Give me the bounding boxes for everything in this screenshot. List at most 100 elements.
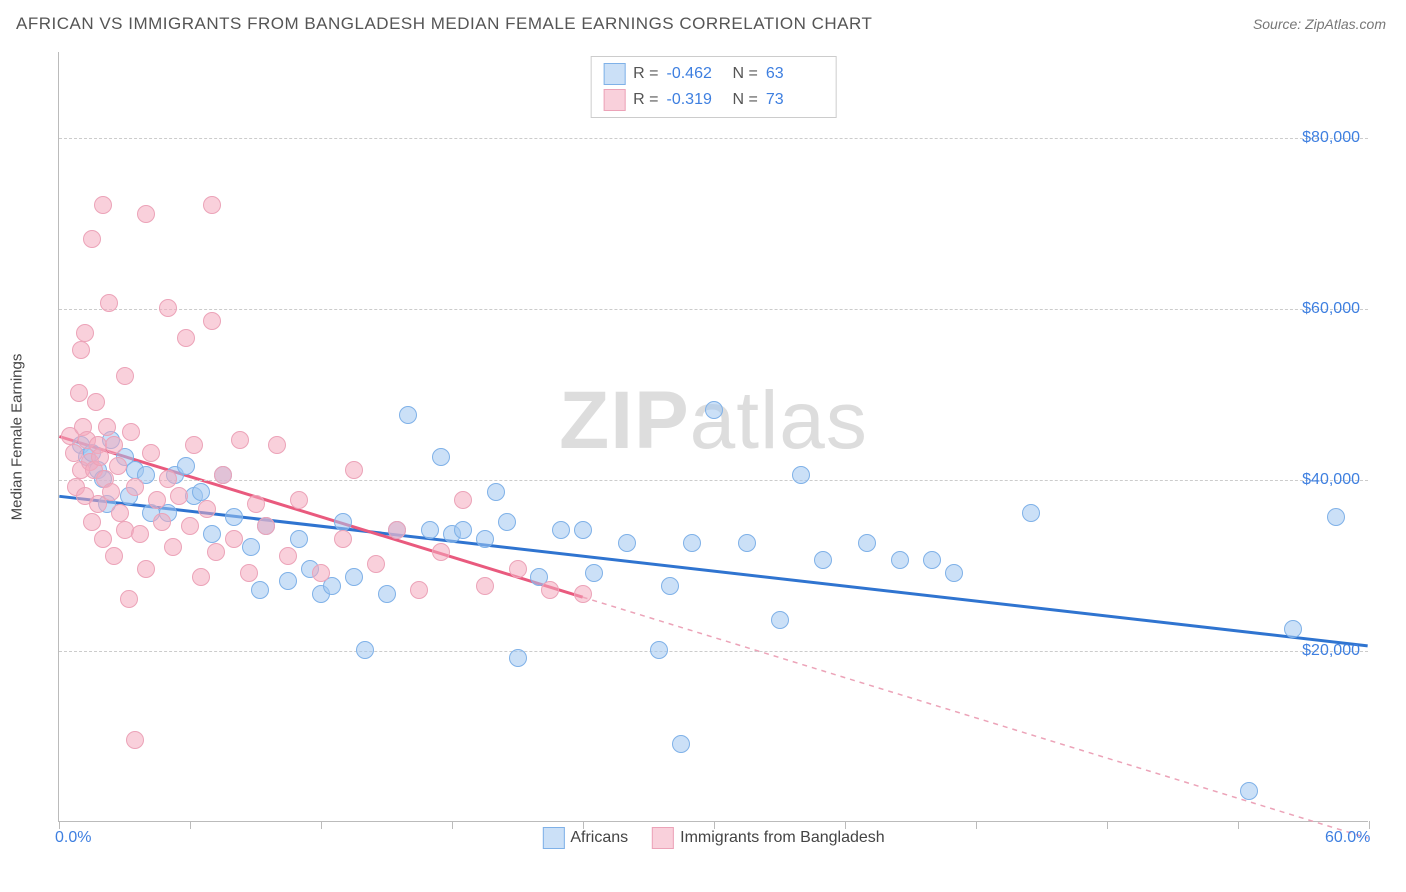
swatch-icon bbox=[652, 827, 674, 849]
data-point-africans bbox=[421, 521, 439, 539]
x-tick bbox=[59, 821, 60, 829]
data-point-africans bbox=[574, 521, 592, 539]
data-point-bangladesh bbox=[170, 487, 188, 505]
data-point-bangladesh bbox=[137, 205, 155, 223]
stats-row-africans: R = -0.462 N = 63 bbox=[603, 61, 824, 87]
data-point-bangladesh bbox=[177, 329, 195, 347]
watermark: ZIPatlas bbox=[559, 374, 868, 468]
data-point-africans bbox=[487, 483, 505, 501]
data-point-bangladesh bbox=[94, 530, 112, 548]
gridline bbox=[59, 651, 1368, 652]
data-point-bangladesh bbox=[432, 543, 450, 561]
data-point-africans bbox=[251, 581, 269, 599]
legend-item-africans: Africans bbox=[542, 827, 628, 849]
data-point-africans bbox=[738, 534, 756, 552]
data-point-africans bbox=[203, 525, 221, 543]
data-point-bangladesh bbox=[257, 517, 275, 535]
data-point-bangladesh bbox=[126, 478, 144, 496]
gridline bbox=[59, 309, 1368, 310]
swatch-icon bbox=[603, 63, 625, 85]
data-point-africans bbox=[498, 513, 516, 531]
data-point-bangladesh bbox=[203, 196, 221, 214]
data-point-bangladesh bbox=[94, 196, 112, 214]
data-point-bangladesh bbox=[120, 590, 138, 608]
swatch-icon bbox=[603, 89, 625, 111]
data-point-africans bbox=[683, 534, 701, 552]
data-point-africans bbox=[618, 534, 636, 552]
data-point-bangladesh bbox=[231, 431, 249, 449]
data-point-africans bbox=[945, 564, 963, 582]
correlation-stats-box: R = -0.462 N = 63R = -0.319 N = 73 bbox=[590, 56, 837, 118]
data-point-bangladesh bbox=[102, 483, 120, 501]
data-point-bangladesh bbox=[454, 491, 472, 509]
data-point-bangladesh bbox=[185, 436, 203, 454]
data-point-africans bbox=[290, 530, 308, 548]
data-point-bangladesh bbox=[240, 564, 258, 582]
stats-row-bangladesh: R = -0.319 N = 73 bbox=[603, 87, 824, 113]
data-point-africans bbox=[1240, 782, 1258, 800]
y-axis-title: Median Female Earnings bbox=[9, 353, 26, 520]
trend-lines bbox=[59, 52, 1368, 821]
chart-title: AFRICAN VS IMMIGRANTS FROM BANGLADESH ME… bbox=[16, 14, 872, 34]
x-tick bbox=[452, 821, 453, 829]
data-point-africans bbox=[242, 538, 260, 556]
data-point-bangladesh bbox=[72, 341, 90, 359]
data-point-bangladesh bbox=[574, 585, 592, 603]
data-point-bangladesh bbox=[116, 367, 134, 385]
data-point-bangladesh bbox=[122, 423, 140, 441]
data-point-bangladesh bbox=[100, 294, 118, 312]
data-point-africans bbox=[672, 735, 690, 753]
x-tick bbox=[1238, 821, 1239, 829]
data-point-bangladesh bbox=[105, 547, 123, 565]
data-point-bangladesh bbox=[247, 495, 265, 513]
data-point-africans bbox=[454, 521, 472, 539]
data-point-africans bbox=[279, 572, 297, 590]
y-tick-label: $20,000 bbox=[1302, 642, 1360, 660]
x-tick bbox=[976, 821, 977, 829]
scatter-chart: Median Female Earnings ZIPatlas $20,000$… bbox=[58, 52, 1368, 822]
data-point-africans bbox=[356, 641, 374, 659]
data-point-bangladesh bbox=[105, 436, 123, 454]
data-point-bangladesh bbox=[541, 581, 559, 599]
swatch-icon bbox=[542, 827, 564, 849]
data-point-bangladesh bbox=[192, 568, 210, 586]
data-point-bangladesh bbox=[367, 555, 385, 573]
gridline bbox=[59, 138, 1368, 139]
data-point-africans bbox=[378, 585, 396, 603]
source-attribution: Source: ZipAtlas.com bbox=[1253, 16, 1386, 32]
y-tick-label: $60,000 bbox=[1302, 300, 1360, 318]
data-point-africans bbox=[792, 466, 810, 484]
data-point-africans bbox=[476, 530, 494, 548]
data-point-bangladesh bbox=[207, 543, 225, 561]
data-point-bangladesh bbox=[164, 538, 182, 556]
data-point-africans bbox=[923, 551, 941, 569]
data-point-bangladesh bbox=[131, 525, 149, 543]
data-point-bangladesh bbox=[76, 324, 94, 342]
data-point-bangladesh bbox=[279, 547, 297, 565]
data-point-africans bbox=[814, 551, 832, 569]
data-point-africans bbox=[345, 568, 363, 586]
data-point-bangladesh bbox=[148, 491, 166, 509]
x-tick bbox=[190, 821, 191, 829]
data-point-africans bbox=[509, 649, 527, 667]
data-point-bangladesh bbox=[87, 393, 105, 411]
data-point-africans bbox=[334, 513, 352, 531]
data-point-bangladesh bbox=[345, 461, 363, 479]
data-point-africans bbox=[432, 448, 450, 466]
data-point-africans bbox=[858, 534, 876, 552]
x-axis-label: 60.0% bbox=[1325, 829, 1370, 847]
data-point-africans bbox=[177, 457, 195, 475]
data-point-bangladesh bbox=[181, 517, 199, 535]
data-point-bangladesh bbox=[159, 470, 177, 488]
data-point-bangladesh bbox=[83, 513, 101, 531]
data-point-bangladesh bbox=[111, 504, 129, 522]
data-point-bangladesh bbox=[268, 436, 286, 454]
data-point-bangladesh bbox=[198, 500, 216, 518]
data-point-bangladesh bbox=[153, 513, 171, 531]
data-point-bangladesh bbox=[109, 457, 127, 475]
data-point-africans bbox=[1022, 504, 1040, 522]
data-point-bangladesh bbox=[126, 731, 144, 749]
data-point-africans bbox=[1284, 620, 1302, 638]
x-tick bbox=[321, 821, 322, 829]
data-point-africans bbox=[661, 577, 679, 595]
